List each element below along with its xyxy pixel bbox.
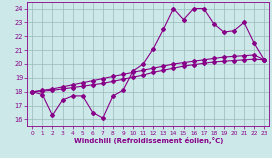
X-axis label: Windchill (Refroidissement éolien,°C): Windchill (Refroidissement éolien,°C) [73,137,223,144]
